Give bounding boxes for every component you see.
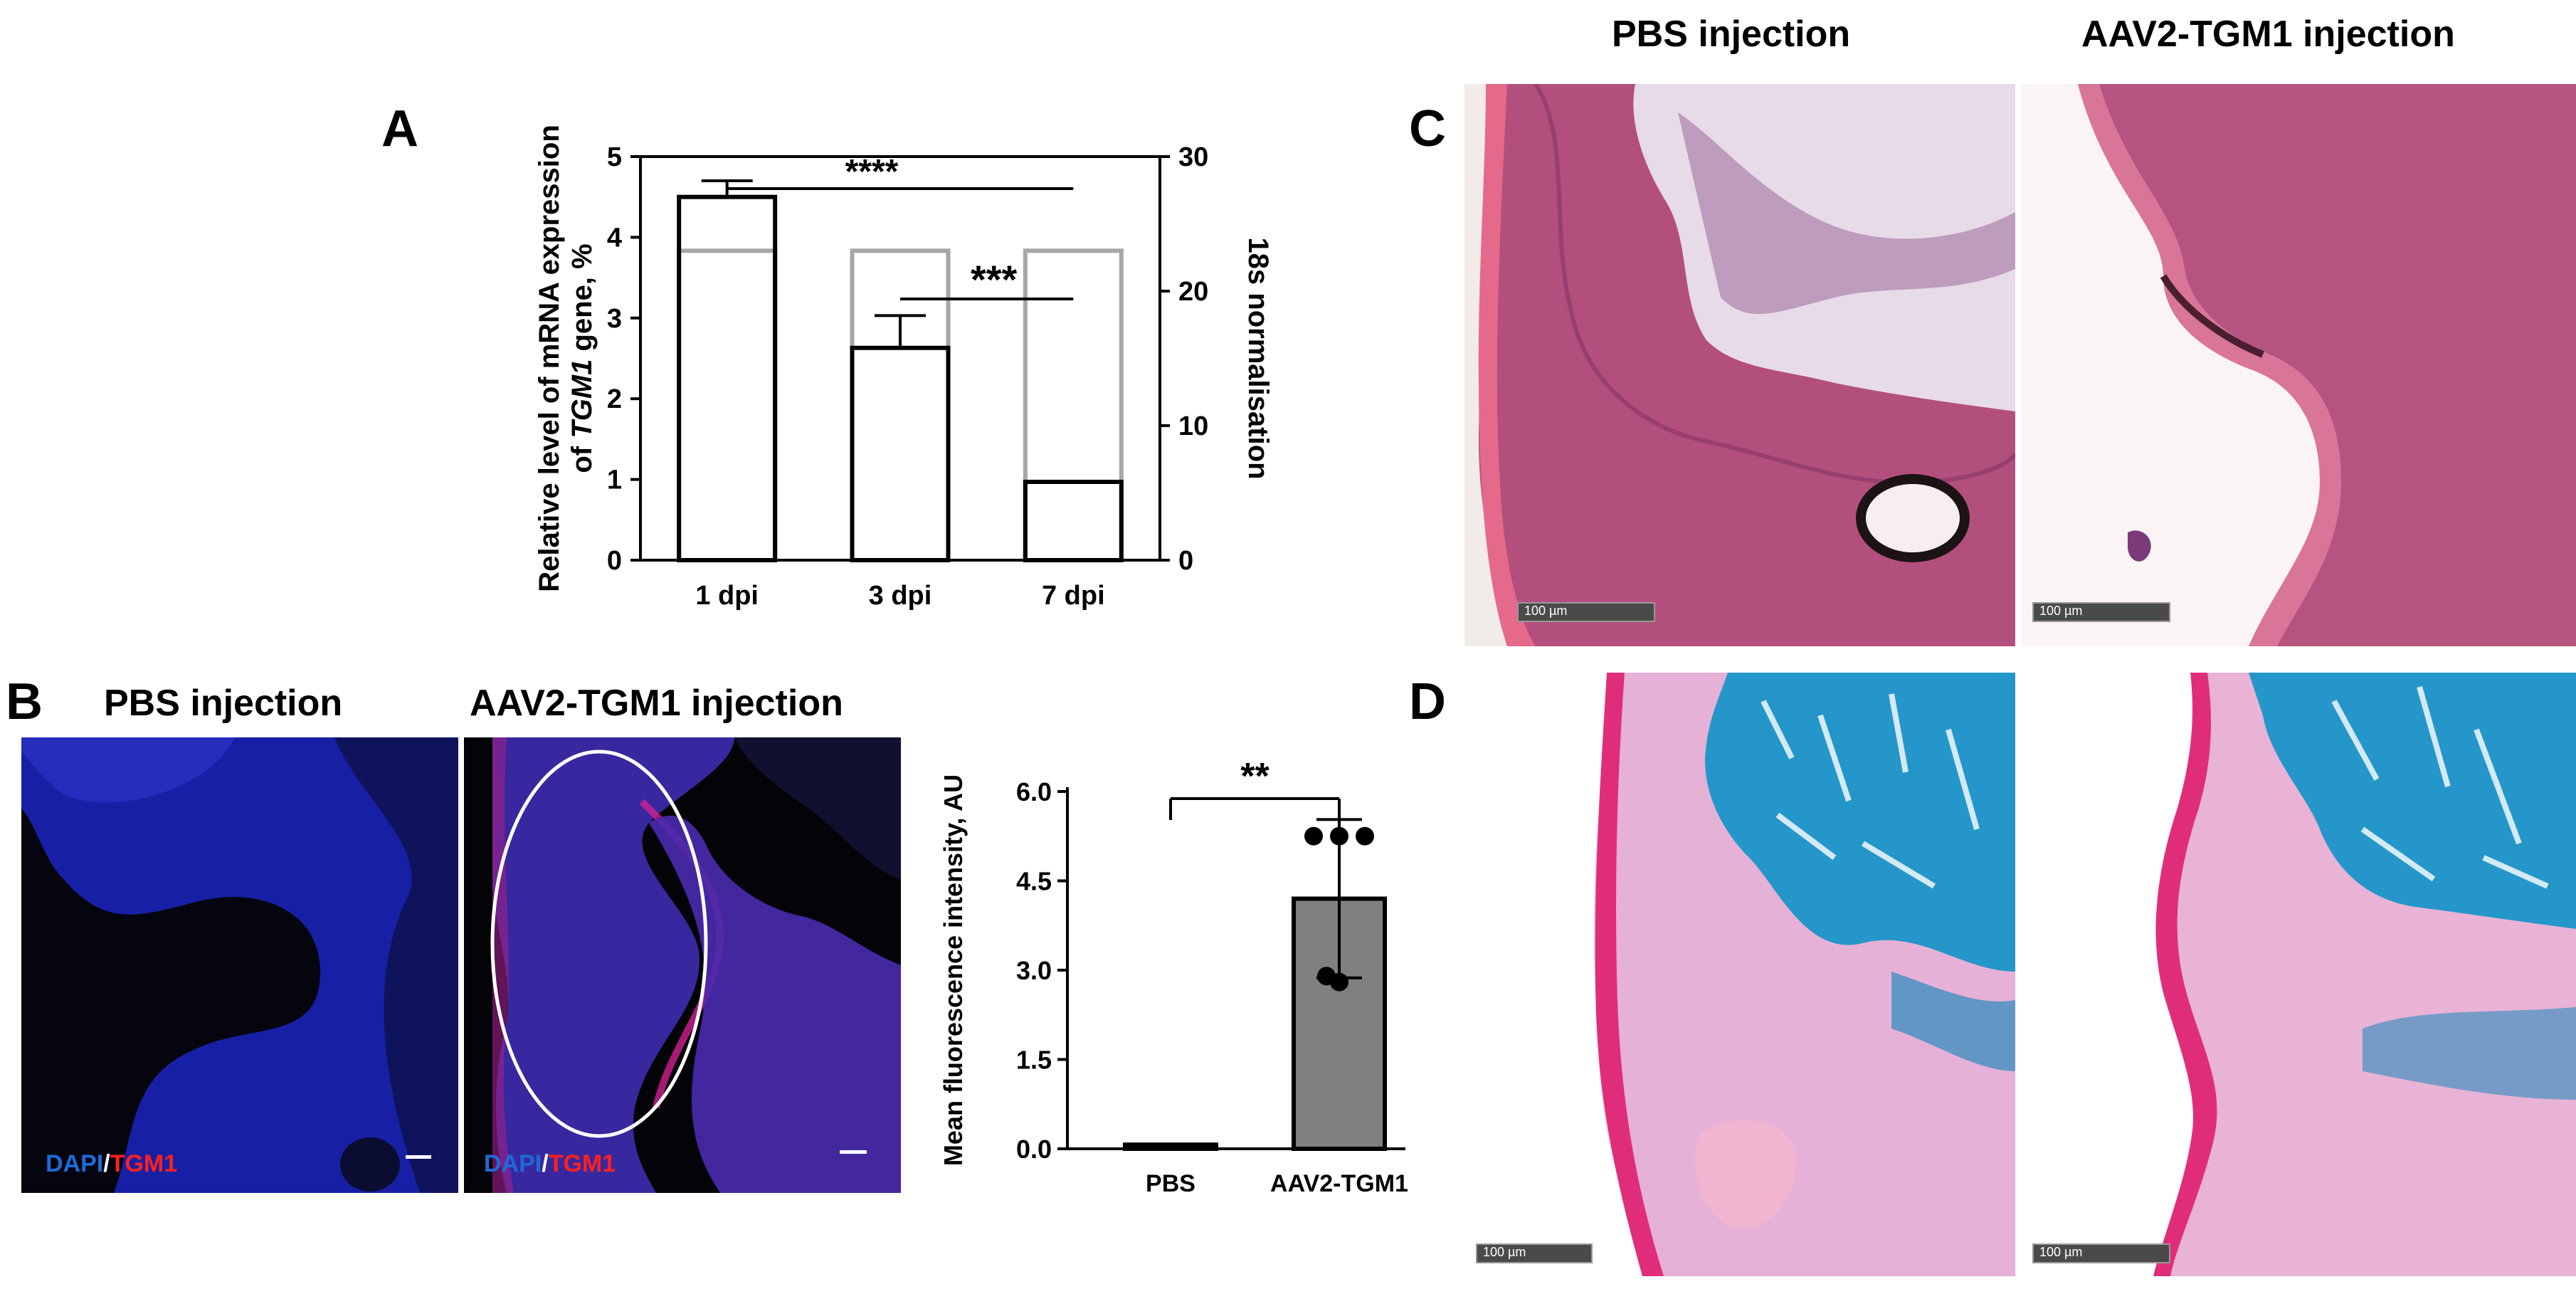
fluorescence-image-pbs: DAPI/TGM1 [21, 737, 458, 1193]
a-ylabel: Relative level of mRNA expressionof TGM1… [534, 125, 598, 592]
panel-a-letter: A [381, 100, 418, 157]
panel-b-letter: B [6, 673, 43, 730]
c-pbs-title: PBS injection [1612, 14, 1851, 55]
trichrome-image-aav2-tgm1: 100 µm [2021, 673, 2576, 1276]
a-bar-tgm1 [850, 345, 951, 562]
c-aav-title: AAV2-TGM1 injection [2081, 14, 2455, 55]
a-y2tick-label: 10 [1178, 411, 1208, 441]
a-y2label: 18s normalisation [1242, 237, 1274, 479]
fluorescence-image-aav2-tgm1: DAPI/TGM1 [464, 737, 901, 1193]
b-datapoint [1356, 826, 1374, 846]
he-image-pbs: 100 µm [1464, 84, 2015, 646]
a-ylabel-gene: TGM1 [566, 359, 598, 438]
a-ytick-label: 1 [607, 465, 622, 495]
a-ytick-label: 4 [607, 223, 622, 253]
b-sig-label: ** [1240, 756, 1269, 797]
panel-d-letter: D [1409, 673, 1446, 730]
a-y2tick-label: 20 [1178, 277, 1208, 307]
a-bar-tgm1 [677, 194, 778, 562]
a-ylabel-prefix: of [566, 438, 598, 473]
b-xtick-label: PBS [1146, 1170, 1195, 1197]
stain-separator-2: / [542, 1150, 549, 1177]
a-ytick-label: 3 [607, 304, 622, 334]
a-bar-18s [850, 248, 951, 563]
panel-c-letter: C [1409, 100, 1446, 157]
a-xtick-label: 7 dpi [1042, 581, 1105, 611]
b-pbs-title: PBS injection [104, 683, 343, 724]
b-xtick-label: AAV2-TGM1 [1270, 1170, 1408, 1197]
b-ytick-label: 6.0 [1016, 777, 1052, 806]
a-bar-tgm1 [1023, 480, 1124, 563]
tgm1-label-2: TGM1 [548, 1150, 616, 1177]
tgm1-label: TGM1 [110, 1150, 178, 1177]
b-datapoint [1330, 826, 1348, 846]
a-bar-18s [677, 248, 778, 563]
b-datapoint [1304, 826, 1323, 846]
he-image-aav2-tgm1: 100 µm [2021, 84, 2576, 646]
trichrome-image-pbs: 100 µm [1464, 673, 2015, 1276]
a-y2tick-label: 30 [1178, 142, 1208, 172]
a-y2tick-label: 0 [1178, 546, 1193, 576]
b-ytick-label: 4.5 [1016, 867, 1052, 896]
b-ytick-label: 1.5 [1016, 1046, 1052, 1075]
a-ylabel-line1: Relative level of mRNA expression [534, 125, 565, 592]
scale-label-d-pbs: 100 µm [1483, 1245, 1526, 1259]
a-xtick-label: 3 dpi [869, 581, 932, 611]
b-bar [1123, 1142, 1218, 1151]
a-xtick-label: 1 dpi [695, 581, 759, 611]
a-ylabel-suffix: gene, % [566, 243, 598, 359]
b-ytick-label: 3.0 [1016, 956, 1052, 985]
a-sig-label: **** [845, 153, 899, 191]
b-datapoint [1330, 972, 1348, 991]
a-ytick-label: 5 [607, 142, 622, 172]
b-ytick-label: 0.0 [1016, 1135, 1052, 1164]
a-bar-18s [1023, 248, 1124, 563]
dapi-label-2: DAPI [484, 1150, 542, 1177]
dapi-label: DAPI [46, 1150, 104, 1177]
a-ytick-label: 2 [607, 384, 622, 414]
b-aav-title: AAV2-TGM1 injection [470, 683, 843, 724]
a-sig-label: *** [971, 257, 1018, 302]
b-ylabel: Mean fluorescence intensity, AU [939, 774, 968, 1166]
chart-a: 0 1 2 3 4 5 0 10 20 30 Relative level of mRNA expr… [534, 125, 1274, 611]
stain-separator: / [103, 1150, 110, 1177]
a-ytick-label: 0 [607, 546, 622, 576]
scale-label-c-pbs: 100 µm [1524, 604, 1568, 618]
scale-label-c-aav: 100 µm [2039, 604, 2083, 618]
a-ylabel-line2: of TGM1 gene, % [566, 243, 598, 473]
scale-label-d-aav: 100 µm [2039, 1245, 2083, 1259]
chart-b: 0.0 1.5 3.0 4.5 6.0 Mean fluorescence intensi… [939, 756, 1408, 1197]
